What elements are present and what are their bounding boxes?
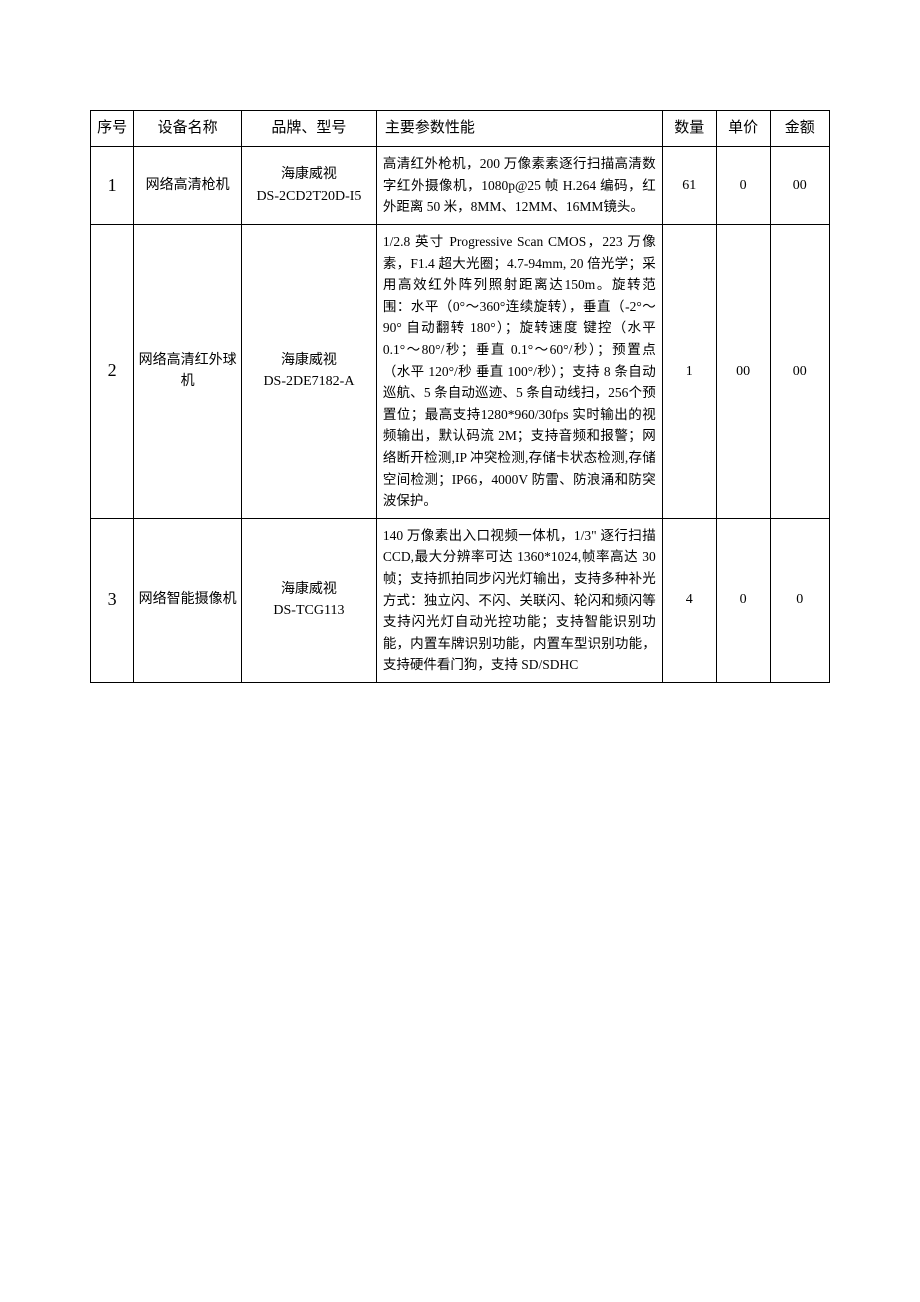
cell-name: 网络高清红外球机 xyxy=(134,225,242,519)
cell-seq: 1 xyxy=(91,147,134,225)
cell-qty: 4 xyxy=(662,518,716,682)
table-row: 3 网络智能摄像机 海康威视DS-TCG113 140 万像素出入口视频一体机，… xyxy=(91,518,830,682)
cell-name: 网络智能摄像机 xyxy=(134,518,242,682)
cell-seq: 2 xyxy=(91,225,134,519)
header-amount: 金额 xyxy=(770,111,829,147)
cell-price: 00 xyxy=(716,225,770,519)
cell-price: 0 xyxy=(716,147,770,225)
equipment-table: 序号 设备名称 品牌、型号 主要参数性能 数量 单价 金额 1 网络高清枪机 海… xyxy=(90,110,830,683)
cell-price: 0 xyxy=(716,518,770,682)
cell-seq: 3 xyxy=(91,518,134,682)
cell-params: 高清红外枪机，200 万像素素逐行扫描高清数字红外摄像机，1080p@25 帧 … xyxy=(376,147,662,225)
header-seq: 序号 xyxy=(91,111,134,147)
cell-brand: 海康威视DS-2DE7182-A xyxy=(242,225,377,519)
cell-amount: 00 xyxy=(770,147,829,225)
cell-brand: 海康威视DS-2CD2T20D-I5 xyxy=(242,147,377,225)
cell-params: 1/2.8 英寸 Progressive Scan CMOS，223 万像素，F… xyxy=(376,225,662,519)
cell-amount: 0 xyxy=(770,518,829,682)
table-row: 2 网络高清红外球机 海康威视DS-2DE7182-A 1/2.8 英寸 Pro… xyxy=(91,225,830,519)
cell-qty: 61 xyxy=(662,147,716,225)
header-name: 设备名称 xyxy=(134,111,242,147)
cell-amount: 00 xyxy=(770,225,829,519)
cell-name: 网络高清枪机 xyxy=(134,147,242,225)
table-row: 1 网络高清枪机 海康威视DS-2CD2T20D-I5 高清红外枪机，200 万… xyxy=(91,147,830,225)
header-qty: 数量 xyxy=(662,111,716,147)
cell-brand: 海康威视DS-TCG113 xyxy=(242,518,377,682)
header-brand: 品牌、型号 xyxy=(242,111,377,147)
table-header-row: 序号 设备名称 品牌、型号 主要参数性能 数量 单价 金额 xyxy=(91,111,830,147)
cell-params: 140 万像素出入口视频一体机，1/3" 逐行扫描 CCD,最大分辨率可达 13… xyxy=(376,518,662,682)
cell-qty: 1 xyxy=(662,225,716,519)
header-params: 主要参数性能 xyxy=(376,111,662,147)
header-price: 单价 xyxy=(716,111,770,147)
